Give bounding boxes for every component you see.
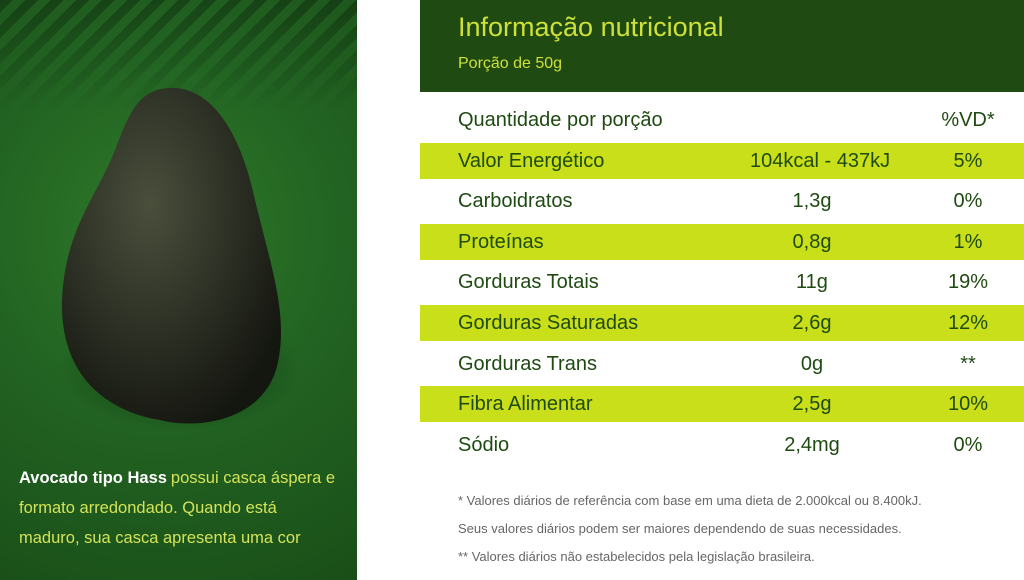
title: Informação nutricional: [458, 12, 724, 42]
nutrient-row: Gorduras Saturadas 2,6g 12%: [420, 305, 1024, 341]
nutrient-name: Sódio: [458, 433, 510, 456]
table-head-row: Quantidade por porção %VD*: [420, 102, 1024, 138]
head-vd: %VD*: [941, 109, 995, 131]
nutrient-vd: 19%: [947, 271, 989, 294]
caption: Avocado tipo Hass possui casca áspera e f…: [19, 463, 339, 553]
nutrient-amount: 2,4mg: [784, 433, 840, 456]
nutrient-row: Proteínas 0,8g 1%: [420, 223, 1024, 260]
nutrient-name: Valor Energético: [458, 149, 605, 172]
caption-text: possui casca áspera e formato arredondad…: [19, 469, 336, 547]
nutrient-amount: 1,3g: [792, 190, 832, 213]
nutrient-name: Gorduras Totais: [458, 271, 599, 294]
footnote: * Valores diários de referência com base…: [458, 493, 922, 508]
product-panel: Avocado tipo Hass possui casca áspera e f…: [0, 0, 357, 580]
nutrient-amount: 2,5g: [792, 393, 832, 416]
avocado-image: [60, 87, 300, 430]
subtitle: Porção de 50g: [458, 55, 563, 72]
nutrient-amount: 104kcal - 437kJ: [750, 149, 891, 172]
head-label: Quantidade por porção: [458, 109, 663, 131]
nutrient-name: Gorduras Saturadas: [458, 312, 639, 334]
nutrient-vd: 0%: [953, 433, 983, 456]
footnote: ** Valores diários não estabelecidos pel…: [458, 549, 815, 564]
nutrient-amount: 2,6g: [792, 312, 832, 334]
nutrient-vd: **: [960, 352, 976, 375]
nutrient-vd: 12%: [947, 312, 989, 334]
nutrient-amount: 11g: [796, 271, 828, 294]
nutrient-vd: 5%: [953, 149, 983, 172]
nutrient-row: Fibra Alimentar 2,5g 10%: [420, 386, 1024, 423]
nutrient-row: Sódio 2,4mg 0%: [420, 427, 1024, 463]
nutrient-vd: 0%: [953, 190, 983, 213]
caption-bold: Avocado tipo Hass: [19, 469, 167, 487]
nutrient-amount: 0g: [800, 352, 824, 375]
nutrient-name: Gorduras Trans: [458, 352, 597, 375]
nutrient-row: Valor Energético 104kcal - 437kJ 5%: [420, 142, 1024, 179]
nutrient-name: Proteínas: [458, 230, 544, 253]
nutrient-row: Gorduras Trans 0g **: [420, 346, 1024, 382]
nutrient-row: Carboidratos 1,3g 0%: [420, 183, 1024, 219]
nutrient-vd: 10%: [947, 393, 989, 416]
nutrient-name: Fibra Alimentar: [458, 393, 593, 416]
nutrient-row: Gorduras Totais 11g 19%: [420, 264, 1024, 300]
footnote: Seus valores diários podem ser maiores d…: [458, 521, 902, 536]
nutrient-name: Carboidratos: [458, 190, 573, 213]
table-header: Informação nutricional Porção de 50g: [420, 0, 1024, 92]
nutrient-vd: 1%: [953, 230, 983, 253]
nutrient-amount: 0,8g: [792, 230, 832, 253]
